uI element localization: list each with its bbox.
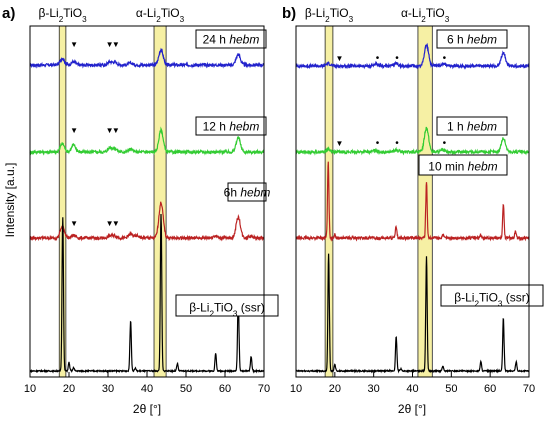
highlight-band-beta <box>58 25 67 378</box>
series-label-3: β-Li2TiO3 (ssr) <box>189 301 265 319</box>
series-line-3 <box>29 213 265 374</box>
peak-marker: • <box>376 53 380 64</box>
panel-a-x-axis-label: 2θ [°] <box>133 402 161 416</box>
peak-marker: ▼ <box>336 139 344 148</box>
series-line-0 <box>29 47 265 69</box>
panel-b-label: b) <box>282 5 296 22</box>
series-label-box-2 <box>418 154 508 176</box>
peak-marker: • <box>395 53 399 64</box>
peak-marker: • <box>443 138 447 149</box>
series-label-2: 10 min hebm <box>428 160 497 174</box>
peak-marker: • <box>443 53 447 64</box>
peak-marker: ▼ <box>336 54 344 63</box>
band-label-beta: β-Li2TiO3 <box>38 6 87 24</box>
band-label-beta: β-Li2TiO3 <box>305 6 354 24</box>
series-label-box-3 <box>175 294 279 317</box>
series-label-box-0 <box>436 29 508 49</box>
band-label-alpha: α-Li2TiO3 <box>136 6 185 24</box>
series-line-2 <box>295 161 530 242</box>
peak-marker: ▼ <box>70 219 78 228</box>
x-tick-label: 70 <box>523 383 535 395</box>
series-label-2: 6h hebm <box>224 186 271 200</box>
peak-marker: • <box>395 138 399 149</box>
band-label-alpha: α-Li2TiO3 <box>401 6 450 24</box>
x-tick-label: 30 <box>102 383 114 395</box>
peak-marker: ▼ <box>70 40 78 49</box>
x-tick-label: 20 <box>329 383 341 395</box>
series-label-1: 1 h hebm <box>447 120 497 134</box>
x-tick-label: 70 <box>258 383 270 395</box>
x-tick-label: 50 <box>180 383 192 395</box>
peak-marker: ▼ <box>112 219 120 228</box>
series-line-1 <box>29 126 265 156</box>
series-line-0 <box>295 42 530 70</box>
peak-marker: • <box>376 138 380 149</box>
x-tick-label: 10 <box>290 383 302 395</box>
peak-marker: ▼ <box>112 126 120 135</box>
series-label-1: 12 h hebm <box>203 120 260 134</box>
x-tick-label: 30 <box>368 383 380 395</box>
x-tick-label: 10 <box>24 383 36 395</box>
y-axis-label: Intensity [a.u.] <box>3 163 17 238</box>
peak-marker: ▼ <box>112 40 120 49</box>
panel-a-label: a) <box>2 5 15 22</box>
series-label-box-0 <box>195 29 267 49</box>
series-label-box-1 <box>195 116 267 136</box>
series-label-box-2 <box>227 182 267 202</box>
x-tick-label: 40 <box>141 383 153 395</box>
series-line-2 <box>29 201 265 242</box>
panel-b-x-axis-label: 2θ [°] <box>398 402 426 416</box>
series-line-3 <box>295 253 530 374</box>
peak-marker: ▼ <box>106 40 114 49</box>
x-tick-label: 60 <box>484 383 496 395</box>
x-tick-label: 60 <box>219 383 231 395</box>
peak-marker: ▼ <box>106 219 114 228</box>
x-tick-label: 40 <box>406 383 418 395</box>
series-label-box-1 <box>436 116 508 136</box>
series-label-0: 24 h hebm <box>203 33 260 47</box>
series-label-3: β-Li2TiO3 (ssr) <box>454 291 530 309</box>
series-label-0: 6 h hebm <box>447 33 497 47</box>
series-label-box-3 <box>440 284 544 307</box>
peak-marker: ▼ <box>70 126 78 135</box>
peak-marker: ▼ <box>106 126 114 135</box>
x-tick-label: 50 <box>445 383 457 395</box>
series-line-1 <box>295 126 530 156</box>
x-tick-label: 20 <box>63 383 75 395</box>
